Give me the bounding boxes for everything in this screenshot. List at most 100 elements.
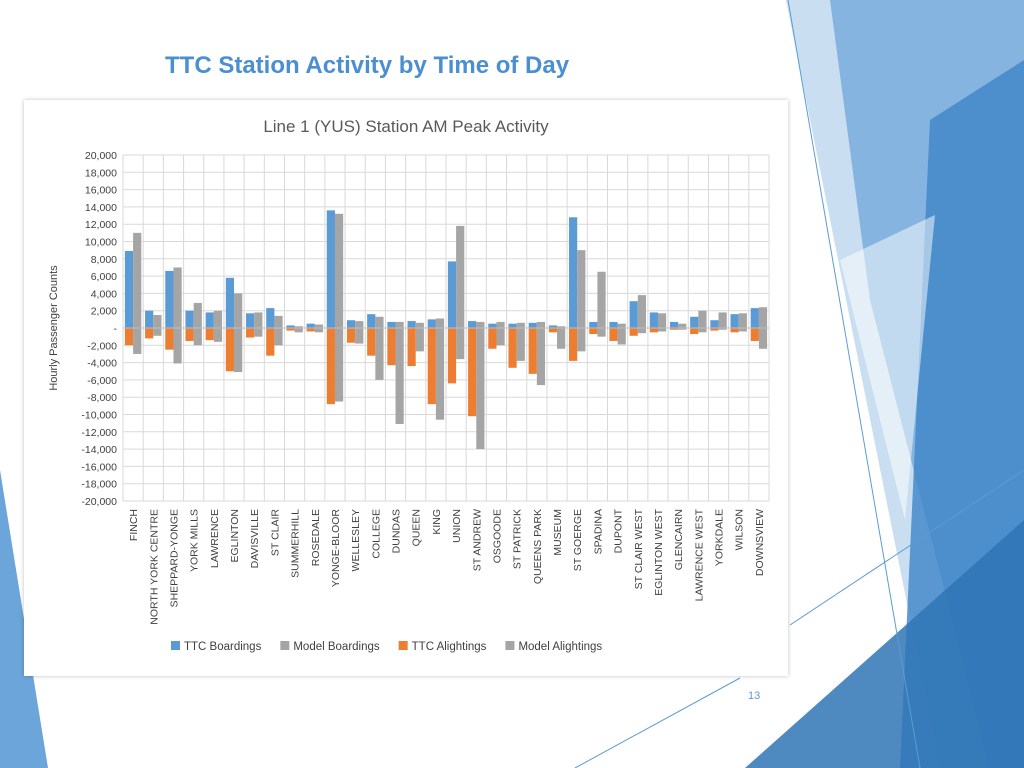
bar-model-alightings [738, 328, 747, 332]
bar-ttc-boardings [246, 313, 255, 328]
bar-model-boardings [637, 295, 646, 328]
bar-ttc-alightings [407, 328, 416, 367]
bar-model-boardings [375, 316, 384, 328]
bar-model-boardings [456, 225, 465, 328]
y-tick-label: -18,000 [81, 479, 117, 491]
legend-swatch-model-boardings [280, 641, 290, 650]
bar-ttc-boardings [589, 321, 598, 328]
x-tick-label: SHEPPARD-YONGE [168, 509, 180, 607]
bar-model-boardings [213, 310, 223, 328]
legend-label-ttc-boardings: TTC Boardings [184, 641, 262, 653]
bar-model-alightings [577, 328, 586, 352]
bar-model-boardings [254, 312, 263, 328]
bar-ttc-boardings [266, 308, 275, 328]
x-tick-label: FINCH [128, 509, 140, 541]
y-tick-label: -2,000 [87, 340, 117, 352]
y-tick-label: 14,000 [85, 202, 117, 214]
legend-label-model-alightings: Model Alightings [518, 641, 602, 653]
bar-ttc-boardings [508, 323, 517, 328]
bar-model-alightings [274, 328, 283, 346]
chart-title: Line 1 (YUS) Station AM Peak Activity [263, 117, 549, 136]
bar-ttc-alightings [185, 328, 194, 341]
x-tick-label: SUMMERHILL [290, 509, 302, 578]
bar-model-alightings [375, 328, 384, 380]
bar-model-alightings [193, 328, 202, 346]
x-tick-label: DAVISVILLE [249, 509, 261, 568]
y-tick-label: -16,000 [81, 461, 117, 473]
bar-model-alightings [516, 328, 525, 361]
bar-model-alightings [536, 328, 546, 386]
bar-model-boardings [758, 307, 768, 328]
bar-ttc-alightings [609, 328, 618, 341]
y-tick-label: -10,000 [81, 410, 117, 422]
y-tick-label: 8,000 [91, 254, 117, 266]
bar-model-alightings [637, 328, 646, 334]
bar-ttc-boardings [326, 210, 335, 328]
x-tick-label: YONGE-BLOOR [330, 509, 342, 588]
bar-model-alightings [415, 328, 424, 352]
bar-model-boardings [476, 321, 485, 328]
x-tick-label: COLLEGE [370, 509, 382, 559]
y-tick-label: 2,000 [91, 306, 117, 318]
x-tick-label: GLENCAIRN [673, 509, 685, 570]
x-tick-label: ST ANDREW [471, 509, 483, 571]
bar-model-boardings [597, 271, 606, 328]
bar-ttc-alightings [528, 328, 537, 374]
bar-ttc-alightings [669, 328, 679, 330]
x-tick-label: MUSEUM [552, 509, 564, 556]
bar-ttc-boardings [730, 314, 739, 328]
bar-ttc-boardings [306, 323, 315, 328]
bar-ttc-alightings [548, 328, 558, 333]
bar-ttc-alightings [266, 328, 275, 356]
bar-ttc-alightings [427, 328, 436, 405]
bar-ttc-boardings [387, 321, 396, 328]
y-tick-label: 6,000 [91, 271, 117, 283]
x-tick-label: UNION [451, 509, 463, 543]
bar-ttc-alightings [508, 328, 517, 368]
y-tick-label: - [114, 323, 118, 335]
bar-model-boardings [678, 323, 687, 328]
bar-model-boardings [234, 293, 243, 328]
deco-shape-bottom [745, 520, 1024, 768]
bar-ttc-alightings [306, 328, 315, 332]
bar-ttc-alightings [690, 328, 699, 335]
x-tick-label: WILSON [734, 509, 746, 550]
x-tick-label: ST GOERGE [572, 509, 584, 571]
y-tick-label: -6,000 [87, 375, 117, 387]
x-tick-label: ST PATRICK [512, 509, 524, 569]
bar-ttc-boardings [750, 308, 759, 328]
bar-model-alightings [314, 328, 323, 333]
bar-ttc-alightings [326, 328, 335, 405]
bar-ttc-boardings [447, 261, 457, 328]
bar-ttc-alightings [447, 328, 457, 384]
x-tick-label: ROSEDALE [310, 509, 322, 566]
x-tick-label: QUEENS PARK [532, 509, 544, 584]
bar-model-boardings [557, 326, 566, 328]
bar-model-alightings [133, 328, 142, 354]
y-tick-label: -20,000 [81, 496, 117, 508]
bar-ttc-boardings [286, 325, 295, 328]
legend-swatch-ttc-boardings [171, 641, 180, 650]
x-tick-label: ST CLAIR [269, 509, 281, 556]
bar-ttc-alightings [488, 328, 497, 349]
bar-ttc-boardings [629, 301, 638, 328]
bar-model-alightings [657, 328, 667, 332]
bar-ttc-boardings [569, 217, 578, 328]
bar-ttc-alightings [387, 328, 396, 366]
x-tick-label: LAWRENCE [209, 509, 221, 568]
y-tick-label: 16,000 [85, 185, 117, 197]
bar-ttc-alightings [468, 328, 477, 417]
bar-ttc-alightings [730, 328, 739, 333]
bar-ttc-alightings [346, 328, 356, 343]
bar-model-boardings [334, 213, 344, 328]
y-tick-label: -14,000 [81, 444, 117, 456]
y-tick-label: 20,000 [85, 150, 117, 162]
bar-ttc-boardings [690, 316, 699, 328]
x-tick-label: YORKDALE [714, 509, 726, 566]
bar-model-boardings [718, 312, 727, 328]
x-tick-label: DOWNSVIEW [754, 509, 766, 576]
bar-ttc-boardings [468, 321, 477, 328]
legend-swatch-ttc-alightings [398, 641, 408, 650]
legend-label-model-boardings: Model Boardings [293, 641, 380, 653]
